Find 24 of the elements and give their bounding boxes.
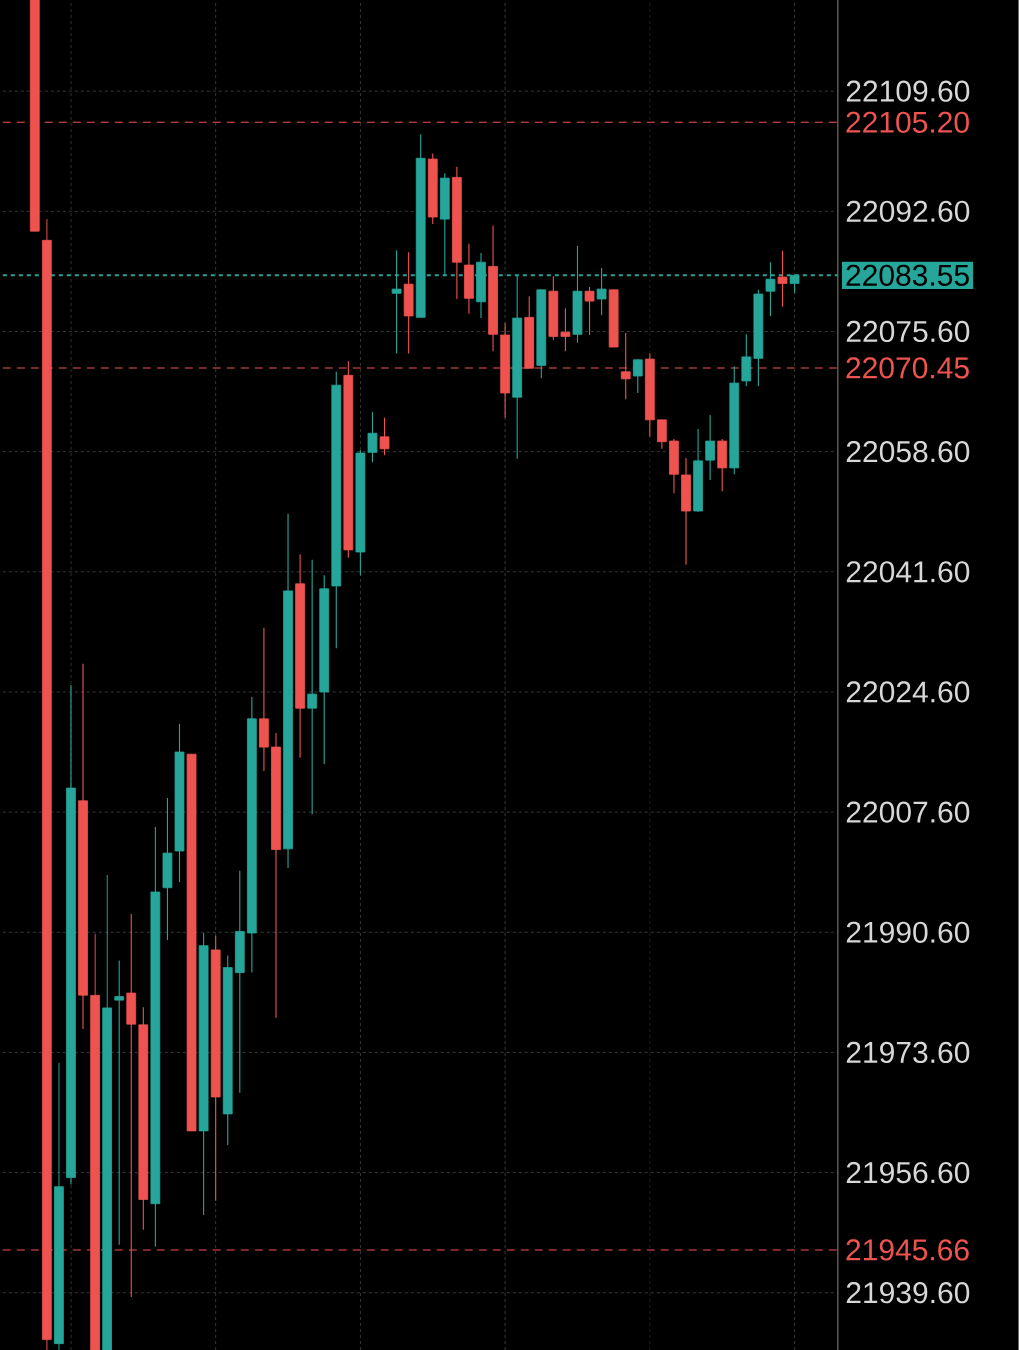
- candlestick: [633, 359, 643, 394]
- y-tick-label: 21956.60: [846, 1161, 970, 1184]
- candlestick: [584, 286, 595, 336]
- candlestick: [307, 559, 318, 815]
- y-tick-label: 22092.60: [846, 200, 970, 222]
- y-tick-label: 22109.60: [846, 80, 970, 102]
- y-tick-label: 22007.60: [846, 801, 970, 823]
- ref-line-label: 22083.55: [846, 264, 969, 286]
- y-tick-label: 21990.60: [846, 921, 970, 943]
- candlestick: [560, 307, 571, 352]
- y-tick-label: 22075.60: [846, 320, 970, 343]
- ref-line-label: 21945.66: [846, 1239, 969, 1261]
- candlestick: [114, 959, 125, 1246]
- candlestick: [777, 250, 788, 308]
- y-tick-label: 22024.60: [846, 681, 970, 703]
- ref-line-label: 22105.20: [846, 111, 970, 133]
- candlestick: [705, 414, 716, 481]
- y-tick-label: 21973.60: [846, 1041, 970, 1064]
- y-tick-label: 21939.60: [846, 1282, 970, 1304]
- candlestick: [379, 417, 390, 456]
- y-tick-label: 22041.60: [846, 561, 970, 583]
- ref-line-label: 22070.45: [846, 357, 969, 379]
- candlestick: [657, 419, 667, 450]
- y-tick-label: 22058.60: [846, 441, 970, 463]
